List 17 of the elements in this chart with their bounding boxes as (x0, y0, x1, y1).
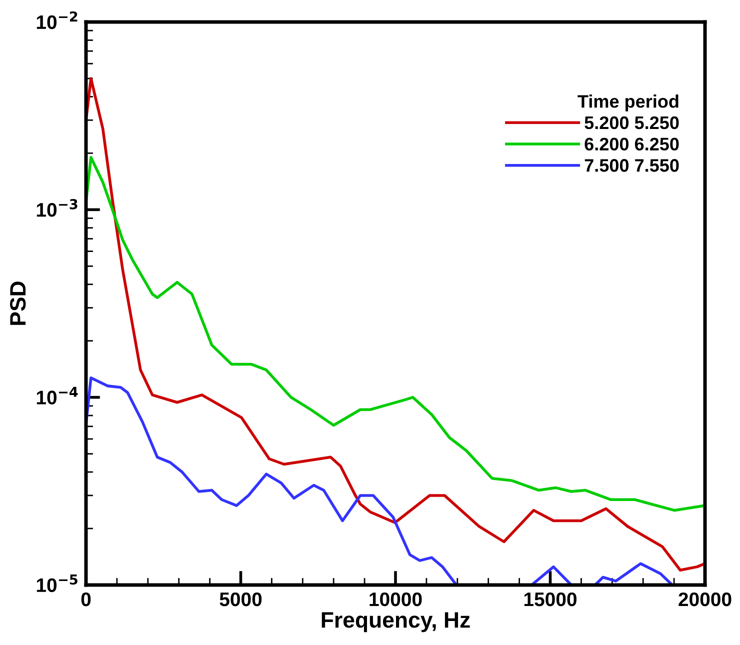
y-tick-label: 10$^{−3}$ (36, 199, 78, 217)
x-tick-label: 20000 (678, 592, 732, 606)
legend-label: 7.500 7.550 (584, 159, 679, 172)
y-tick-label: 10$^{−5}$ (36, 574, 78, 592)
y-axis-title: PSD (10, 282, 26, 325)
line-series (86, 77, 705, 572)
x-tick-label: 15000 (524, 592, 576, 606)
x-axis-title: Frequency, Hz (322, 612, 470, 632)
line-series (86, 156, 705, 512)
legend-label: 6.200 6.250 (584, 138, 679, 150)
y-tick-label: 10$^{−4}$ (36, 386, 78, 404)
x-tick-label: 10000 (370, 592, 422, 606)
x-tick-label: 0 (81, 592, 91, 606)
x-tick-label: 5000 (220, 592, 262, 606)
legend-label: 5.200 5.250 (584, 116, 679, 130)
legend-title: Time period (578, 94, 678, 112)
y-tick-label: 10$^{−2}$ (36, 11, 78, 30)
